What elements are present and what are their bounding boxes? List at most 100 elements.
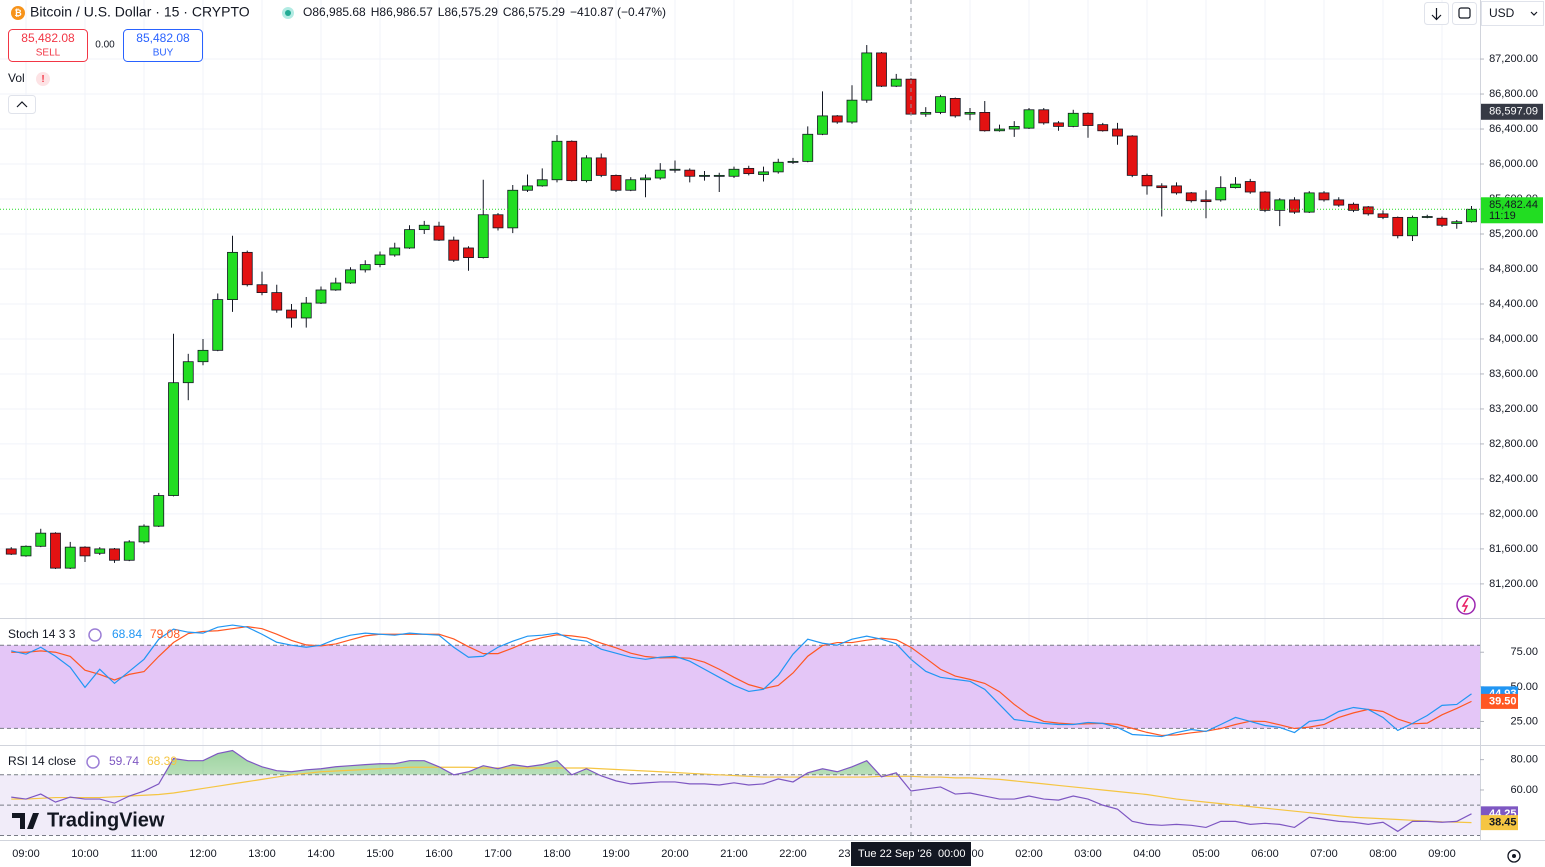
candle-body [433,225,445,241]
y-tick-label: 83,200.00 [1489,403,1538,415]
candle-body [684,169,696,177]
candle-body [50,532,61,569]
candle-body [359,264,371,271]
indicator-legend-value: 68.39 [147,754,177,768]
candle-body [994,128,1005,132]
assistant-icon[interactable] [1456,595,1476,615]
ohlc-header: O86,985.68 H86,986.57 L86,575.29 C86,575.29… [303,5,666,19]
spread: 0.00 [95,40,115,51]
candle-body [654,169,666,179]
candle-body [94,548,106,554]
x-tick-label: 17:00 [484,848,512,860]
x-tick-label: 02:00 [1015,848,1043,860]
y-tick-label: 86,400.00 [1489,123,1538,135]
candle-body [1407,216,1418,237]
last-price-box [1481,197,1543,224]
candle-body [256,284,268,293]
candle-body [138,525,150,543]
y-tick-label: 81,200.00 [1489,578,1538,590]
volume-warning-glyph: ! [41,74,44,85]
candle-body [595,157,607,176]
candle-body [1038,109,1050,124]
sell-label: SELL [36,48,61,59]
crosshair-price-box [1481,103,1543,120]
bitcoin-icon [11,6,25,20]
ohlc-value: 86,986.57 [379,5,433,19]
y-tick-label: 85,200.00 [1489,228,1538,240]
ohlc-key: C [503,5,512,19]
collapse-button[interactable] [8,95,36,114]
sell-price: 85,482.08 [21,31,75,45]
ohlc-key: L [438,5,445,19]
fullscreen-button[interactable] [1452,2,1477,25]
ohlc-value: 86,985.68 [312,5,366,19]
y-tick-label: 86,000.00 [1489,158,1538,170]
x-tick-label: 13:00 [248,848,276,860]
indicator-line [11,624,1472,738]
x-tick-label: 19:00 [602,848,630,860]
y-tick-label: 25.00 [1510,715,1538,727]
crosshair-time: 00:00 [938,848,966,860]
buy-price: 85,482.08 [136,31,190,45]
candle-body [1348,203,1359,211]
candle-body [153,495,165,527]
candle-body [1362,206,1374,215]
x-tick-label: 04:00 [1133,848,1161,860]
candle-body [64,546,76,569]
candle-body [846,99,858,123]
crosshair-time-box [851,842,971,866]
y-tick-label: 87,200.00 [1489,53,1538,65]
candle-body [123,541,135,561]
y-tick-label: 82,000.00 [1489,508,1538,520]
candle-body [536,179,548,187]
symbol-title[interactable]: Bitcoin / U.S. Dollar · 15 · CRYPTO [30,4,250,20]
assistant-glyph [1461,597,1469,613]
indicator-line [11,766,1472,824]
candle-body [404,229,415,249]
candle-body [300,302,312,319]
ohlc-value: 86,575.29 [444,5,498,19]
candle-body [448,239,460,261]
volume-warning[interactable] [36,72,50,86]
sell-button[interactable] [8,29,88,62]
grid-layer [0,0,1480,840]
y-tick-label: 82,800.00 [1489,438,1538,450]
candle-body [581,157,592,182]
indicator-legend-value: 59.74 [109,754,139,768]
candle-body [964,112,976,115]
logo-mark [12,813,39,829]
candle-body [418,224,430,231]
x-tick-label: 20:00 [661,848,689,860]
indicator-status-icon [88,628,102,642]
candle-body [1230,183,1241,189]
candle-body [566,140,578,182]
candle-body [1215,187,1227,201]
candle-body [374,254,386,266]
candle-body [1053,122,1064,127]
indicator-lines [11,749,1472,833]
settings-icon[interactable] [1507,849,1521,863]
settings-icon-center [1512,854,1516,858]
logo-text[interactable]: TradingView [47,809,165,831]
last-value-box [1481,693,1518,709]
candle-body [1008,125,1020,130]
candle-body [79,546,91,557]
candle-body [477,214,489,259]
candle-body [286,309,297,319]
candle-body [315,289,327,304]
candle-body [743,167,755,175]
y-tick-label: 86,800.00 [1489,88,1538,100]
candle-body [109,548,120,561]
candle-body [979,112,991,132]
candle-body [758,171,769,175]
candle-body [522,185,533,191]
ohlc-key: H [371,5,380,19]
buy-button[interactable] [123,29,203,62]
x-tick-label: 12:00 [189,848,217,860]
x-tick-label: 10:00 [71,848,99,860]
candle-body [1185,192,1197,202]
crosshair-price-label: 86,597.09 [1489,106,1538,118]
candle-body [197,349,209,363]
